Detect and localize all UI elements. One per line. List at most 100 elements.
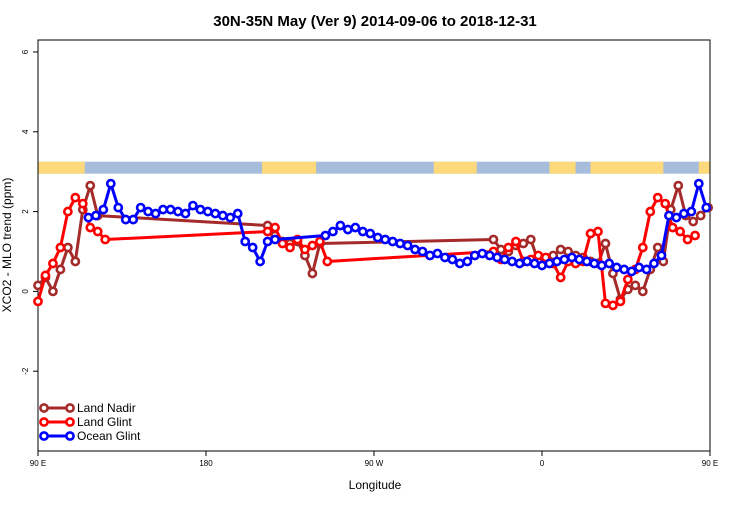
data-point bbox=[217, 210, 228, 221]
data-point bbox=[48, 286, 58, 297]
data-point bbox=[581, 256, 592, 267]
data-point bbox=[83, 212, 94, 223]
data-point bbox=[611, 262, 622, 273]
data-point bbox=[92, 226, 103, 237]
data-point bbox=[90, 210, 101, 221]
land-band-segment bbox=[262, 161, 317, 174]
data-point bbox=[507, 256, 518, 267]
data-point bbox=[626, 266, 637, 277]
data-point bbox=[262, 226, 273, 237]
land-band-segment bbox=[433, 161, 477, 174]
data-point bbox=[667, 222, 678, 233]
data-point bbox=[322, 256, 333, 267]
data-point bbox=[645, 206, 656, 217]
data-point bbox=[469, 250, 480, 261]
data-point bbox=[55, 264, 66, 275]
y-tick-label: -2 bbox=[21, 367, 30, 375]
data-point bbox=[637, 242, 648, 253]
data-point bbox=[688, 216, 699, 227]
data-point bbox=[262, 236, 273, 247]
data-point bbox=[544, 258, 555, 269]
data-point bbox=[447, 254, 458, 265]
data-point bbox=[600, 298, 611, 309]
data-point bbox=[307, 240, 318, 251]
data-point bbox=[656, 250, 667, 261]
series-land-nadir bbox=[33, 180, 714, 305]
legend-label: Land Glint bbox=[77, 415, 132, 429]
data-point bbox=[285, 242, 295, 253]
data-point bbox=[417, 246, 428, 257]
legend-marker bbox=[39, 403, 49, 413]
data-point bbox=[652, 242, 663, 253]
data-point bbox=[552, 256, 562, 267]
data-point bbox=[555, 272, 566, 283]
data-point bbox=[652, 192, 663, 203]
y-tick-label: 4 bbox=[21, 129, 30, 134]
data-point bbox=[85, 222, 96, 233]
data-point bbox=[70, 256, 81, 267]
legend-entry-land-glint: Land Glint bbox=[39, 415, 132, 429]
x-tick-label: 90 W bbox=[365, 459, 384, 468]
legend-marker bbox=[39, 417, 49, 427]
data-point bbox=[202, 206, 213, 217]
data-point bbox=[693, 178, 704, 189]
legend-entry-land-nadir: Land Nadir bbox=[39, 401, 136, 415]
data-point bbox=[180, 208, 191, 219]
data-point bbox=[300, 244, 310, 255]
data-point bbox=[342, 224, 353, 235]
data-point bbox=[335, 220, 346, 231]
data-point bbox=[158, 204, 168, 215]
data-point bbox=[440, 252, 450, 263]
data-point bbox=[518, 238, 529, 249]
series-land-glint bbox=[33, 192, 700, 311]
data-point bbox=[673, 180, 684, 191]
data-point bbox=[514, 258, 525, 269]
data-point bbox=[314, 236, 325, 247]
data-point bbox=[503, 242, 514, 253]
y-axis-label: XCO2 - MLO trend (ppm) bbox=[0, 178, 14, 313]
data-point bbox=[690, 230, 700, 241]
data-point bbox=[410, 244, 420, 255]
data-point bbox=[255, 256, 266, 267]
data-point bbox=[484, 250, 495, 261]
data-point bbox=[77, 198, 88, 209]
x-tick-label: 90 E bbox=[702, 459, 718, 468]
legend-marker bbox=[65, 417, 75, 427]
data-point bbox=[682, 234, 693, 245]
data-point bbox=[395, 238, 406, 249]
data-point bbox=[225, 212, 236, 223]
data-point bbox=[62, 206, 73, 217]
data-point bbox=[593, 226, 603, 237]
data-point bbox=[555, 244, 566, 255]
x-tick-label: 0 bbox=[540, 459, 545, 468]
data-point bbox=[113, 202, 124, 213]
data-point bbox=[120, 214, 131, 225]
data-point bbox=[695, 210, 706, 221]
data-point bbox=[232, 208, 243, 219]
data-point bbox=[608, 300, 618, 311]
data-point bbox=[402, 240, 413, 251]
data-point bbox=[488, 234, 499, 245]
legend-marker bbox=[39, 431, 49, 441]
data-point bbox=[492, 252, 503, 263]
data-point bbox=[641, 264, 652, 275]
land-band-segment bbox=[590, 161, 664, 174]
data-point bbox=[675, 226, 686, 237]
data-point bbox=[664, 210, 674, 221]
data-point bbox=[143, 206, 154, 217]
data-point bbox=[425, 250, 435, 261]
data-point bbox=[596, 260, 607, 271]
data-point bbox=[637, 286, 648, 297]
data-point bbox=[630, 280, 641, 291]
data-point bbox=[210, 208, 221, 219]
data-point bbox=[135, 202, 146, 213]
data-point bbox=[454, 258, 465, 269]
data-point bbox=[477, 248, 488, 259]
data-point bbox=[671, 212, 682, 223]
data-point bbox=[678, 208, 689, 219]
data-point bbox=[328, 226, 338, 237]
data-point bbox=[380, 234, 391, 245]
data-point bbox=[350, 222, 361, 233]
